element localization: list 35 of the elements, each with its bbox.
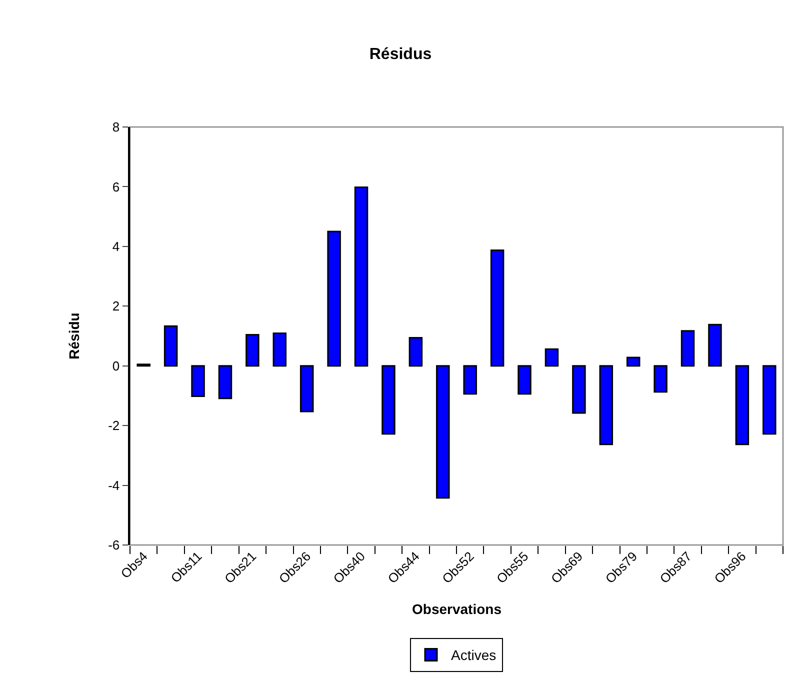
bar <box>164 325 178 367</box>
bar <box>191 365 205 398</box>
bar <box>246 334 260 367</box>
bar <box>762 365 776 435</box>
y-tick-label: -4 <box>108 478 120 493</box>
bar <box>354 186 368 367</box>
x-axis-title: Observations <box>412 601 502 617</box>
bar <box>272 332 287 367</box>
bar <box>463 365 477 395</box>
y-tick-label: 0 <box>112 358 120 374</box>
bar <box>626 356 640 367</box>
bar <box>327 230 341 367</box>
bar <box>408 337 423 367</box>
chart-title: Résidus <box>369 46 432 64</box>
bar <box>735 365 750 446</box>
bar <box>708 324 722 367</box>
y-tick-label: 4 <box>112 238 120 254</box>
y-tick-label: 8 <box>112 120 120 135</box>
bar <box>490 250 504 367</box>
bar <box>544 348 559 367</box>
bar <box>300 365 314 412</box>
y-axis-title: Résidu <box>66 312 82 360</box>
bar <box>680 330 695 367</box>
y-tick-label: -2 <box>108 418 120 434</box>
bar <box>218 365 232 400</box>
bar <box>654 365 668 393</box>
y-tick-label: -6 <box>108 538 120 553</box>
bar <box>572 365 586 414</box>
bar <box>599 365 614 446</box>
bar <box>382 365 396 435</box>
bar <box>436 365 450 499</box>
y-tick-label: 2 <box>112 298 120 314</box>
legend-label: Actives <box>451 647 496 664</box>
bar <box>518 365 532 395</box>
y-tick-label: 6 <box>112 179 120 194</box>
